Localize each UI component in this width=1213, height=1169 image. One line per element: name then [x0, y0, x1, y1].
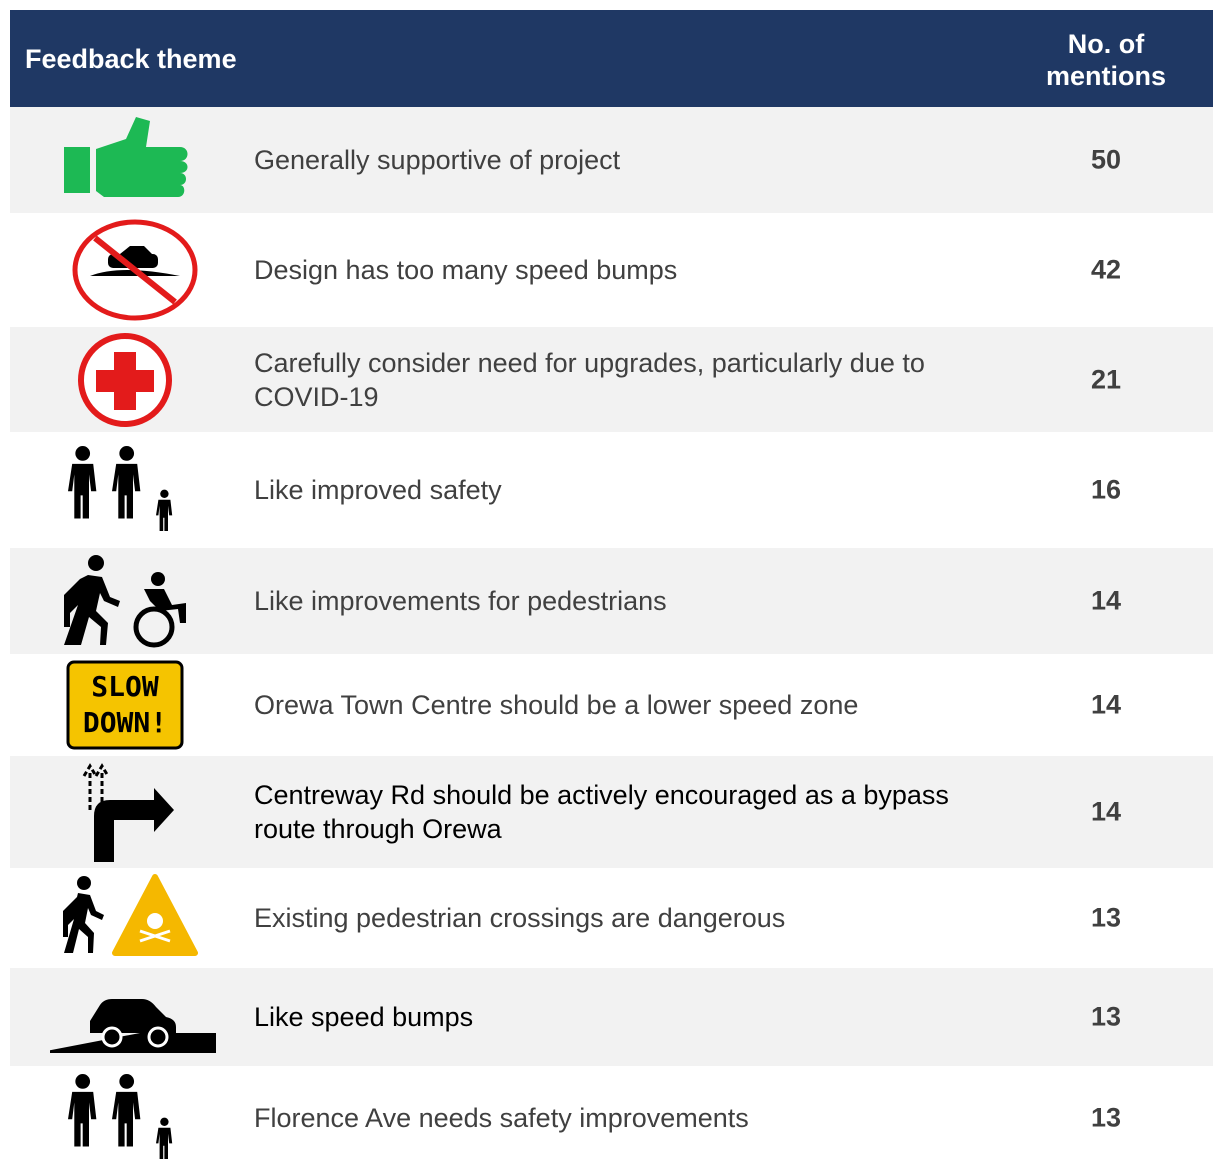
table-row: Florence Ave needs safety improvements 13: [10, 1066, 1213, 1169]
mention-count: 14: [1090, 796, 1122, 827]
theme-text: Florence Ave needs safety improvements: [254, 1102, 749, 1133]
theme-text: Carefully consider need for upgrades, pa…: [254, 347, 925, 412]
table-row: Carefully consider need for upgrades, pa…: [10, 327, 1213, 432]
mention-count: 50: [1090, 144, 1122, 175]
mention-count: 13: [1090, 1102, 1122, 1132]
theme-icon: [63, 874, 198, 956]
theme-icon: [82, 763, 174, 862]
header-theme: Feedback theme: [25, 44, 237, 74]
mention-count: 14: [1090, 585, 1122, 616]
theme-icon: [50, 999, 216, 1053]
mention-count: 16: [1090, 474, 1122, 505]
theme-text: Orewa Town Centre should be a lower spee…: [254, 690, 859, 720]
theme-icon: [64, 555, 186, 648]
table-row: Like improvements for pedestrians 14: [10, 548, 1213, 654]
theme-text: Generally supportive of project: [254, 145, 621, 175]
theme-text: Design has too many speed bumps: [254, 255, 678, 285]
mention-count: 42: [1090, 254, 1122, 285]
table-row: Like speed bumps 13: [10, 968, 1213, 1066]
sign-text: DOWN!: [83, 706, 167, 739]
theme-text: Like improvements for pedestrians: [254, 586, 667, 616]
theme-text: Existing pedestrian crossings are danger…: [254, 903, 786, 933]
theme-icon: [78, 332, 172, 427]
theme-icon: [68, 446, 173, 531]
mention-count: 21: [1090, 364, 1122, 394]
theme-icon: [68, 1073, 173, 1159]
theme-icon: [64, 117, 188, 197]
table-row: SLOW DOWN! Orewa Town Centre should be a l…: [10, 654, 1213, 756]
mention-count: 13: [1090, 1001, 1122, 1032]
table-header: Feedback theme No. of mentions: [10, 10, 1213, 107]
table-row: Existing pedestrian crossings are danger…: [10, 868, 1213, 968]
table-row: Generally supportive of project 50: [10, 107, 1213, 213]
table-row: Design has too many speed bumps 42: [10, 213, 1213, 327]
table-row: Like improved safety 16: [10, 432, 1213, 548]
theme-text: Like speed bumps: [254, 1002, 474, 1032]
theme-text: Like improved safety: [254, 475, 502, 505]
theme-text: Centreway Rd should be actively encourag…: [254, 780, 949, 844]
mention-count: 13: [1090, 902, 1122, 933]
mention-count: 14: [1090, 689, 1122, 720]
sign-text: SLOW: [91, 670, 159, 703]
theme-icon: [72, 219, 198, 321]
header-mentions: No. of mentions: [1045, 29, 1166, 91]
table-row: Centreway Rd should be actively encourag…: [10, 756, 1213, 868]
